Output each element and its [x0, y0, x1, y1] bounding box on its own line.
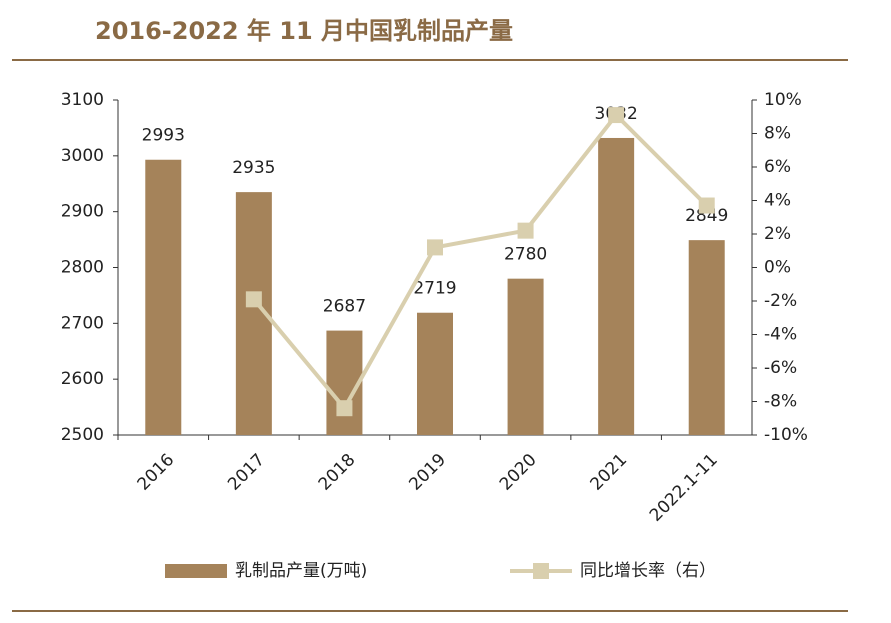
y-tick-label: 2600: [61, 369, 104, 389]
data-label: 2993: [142, 126, 185, 146]
line-marker: [517, 222, 534, 239]
y-tick-label: 2700: [61, 313, 104, 333]
data-label: 2935: [232, 158, 275, 178]
bar: [598, 137, 635, 435]
chart-title: 2016-2022 年 11 月中国乳制品产量: [95, 17, 513, 45]
legend-label: 同比增长率（右）: [580, 561, 716, 581]
y2-tick-label: -2%: [764, 291, 797, 311]
y-tick-label: 3000: [61, 146, 104, 166]
y-tick-label: 2500: [61, 425, 104, 445]
y2-tick-label: -6%: [764, 358, 797, 378]
y2-tick-label: 4%: [764, 191, 791, 211]
line-marker: [245, 291, 262, 308]
data-label: 2687: [323, 297, 366, 317]
bar: [417, 312, 453, 435]
y2-tick-label: -8%: [764, 392, 797, 412]
y2-tick-label: -10%: [764, 425, 808, 445]
y-tick-label: 2900: [61, 202, 104, 222]
line-marker: [698, 197, 715, 214]
data-label: 2719: [413, 279, 456, 299]
y2-tick-label: 8%: [764, 124, 791, 144]
line-marker: [336, 400, 353, 417]
line-marker: [608, 107, 625, 124]
data-label: 2849: [685, 206, 728, 226]
y-tick-label: 3100: [61, 90, 104, 110]
y-tick-label: 2800: [61, 258, 104, 278]
y2-tick-label: 0%: [764, 258, 791, 278]
bar: [326, 330, 363, 435]
line: [252, 112, 709, 412]
y2-tick-label: -4%: [764, 325, 797, 345]
legend-swatch: [533, 563, 549, 579]
y2-tick-label: 2%: [764, 224, 791, 244]
line-marker: [427, 239, 443, 256]
y2-tick-label: 6%: [764, 157, 791, 177]
bar: [688, 240, 725, 435]
legend-label: 乳制品产量(万吨): [235, 561, 367, 581]
data-label: 2780: [504, 245, 547, 265]
legend-swatch: [165, 564, 227, 578]
bar: [507, 278, 544, 435]
y2-tick-label: 10%: [764, 90, 802, 110]
bar: [145, 159, 182, 435]
